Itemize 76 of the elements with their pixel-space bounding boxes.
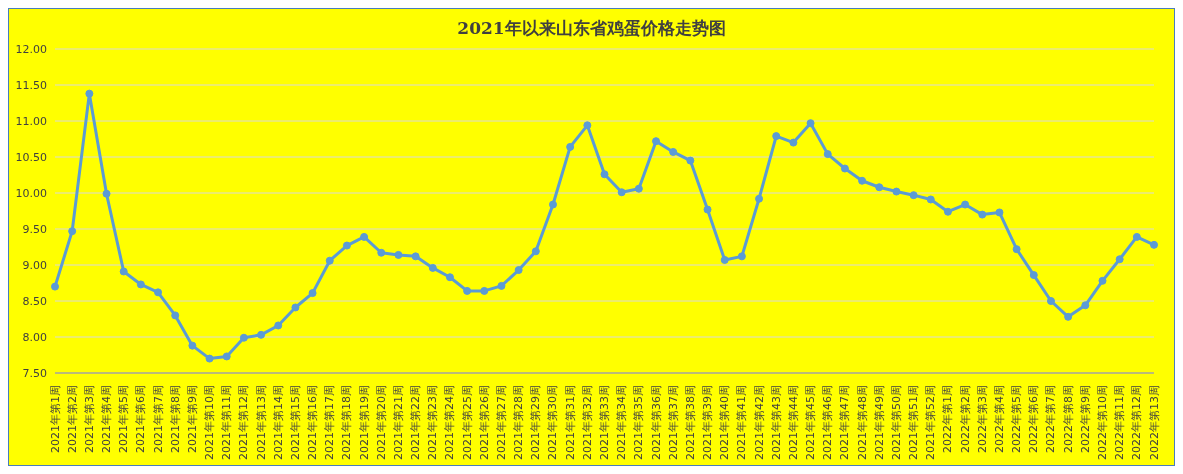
x-tick-label: 2021年第18周: [340, 385, 354, 460]
x-tick-label: 2021年第16周: [306, 385, 320, 460]
x-tick-label: 2022年第2周: [958, 385, 972, 453]
y-tick-label: 10.00: [15, 186, 47, 200]
y-tick-label: 7.50: [22, 366, 47, 380]
x-tick-label: 2022年第11周: [1113, 385, 1127, 460]
x-tick-label: 2021年第6周: [134, 385, 148, 453]
y-tick-label: 11.50: [15, 78, 47, 92]
x-tick-label: 2021年第36周: [649, 385, 663, 460]
x-tick-label: 2021年第50周: [889, 385, 903, 460]
x-tick-label: 2021年第47周: [838, 385, 852, 460]
x-tick-label: 2021年第33周: [598, 385, 611, 460]
x-tick-label: 2022年第7周: [1044, 385, 1058, 453]
x-tick-label: 2021年第22周: [409, 385, 423, 460]
x-tick-label: 2022年第5周: [1010, 385, 1024, 453]
x-tick-label: 2021年第5周: [117, 385, 131, 453]
x-tick-label: 2021年第26周: [477, 385, 491, 460]
x-tick-label: 2021年第37周: [666, 385, 680, 460]
x-tick-label: 2021年第51周: [907, 385, 921, 460]
x-tick-label: 2021年第52周: [924, 385, 938, 460]
x-tick-label: 2021年第48周: [855, 385, 869, 460]
x-tick-label: 2021年第41周: [735, 385, 749, 460]
x-tick-label: 2022年第1周: [941, 385, 955, 453]
x-tick-label: 2021年第24周: [443, 385, 457, 460]
x-tick-label: 2022年第6周: [1027, 385, 1041, 453]
x-tick-label: 2021年第2周: [65, 385, 79, 453]
x-tick-label: 2021年第30周: [546, 385, 560, 460]
x-tick-label: 2021年第44周: [786, 385, 800, 460]
y-tick-label: 9.50: [22, 222, 47, 236]
x-tick-label: 2021年第13周: [254, 385, 268, 460]
x-tick-label: 2022年第9周: [1078, 385, 1092, 453]
x-tick-label: 2021年第21周: [391, 385, 405, 460]
x-tick-label: 2021年第38周: [683, 385, 697, 460]
x-tick-label: 2021年第27周: [494, 385, 508, 460]
x-tick-label: 2021年第25周: [460, 385, 474, 460]
chart-title: 2021年以来山东省鸡蛋价格走势图: [456, 17, 727, 40]
y-tick-label: 12.00: [15, 42, 47, 56]
x-tick-label: 2021年第29周: [529, 385, 543, 460]
x-tick-label: 2021年第23周: [426, 385, 440, 460]
x-tick-label: 2021年第43周: [769, 385, 783, 460]
x-tick-label: 2021年第45周: [804, 385, 818, 460]
x-tick-label: 2021年第49周: [872, 385, 886, 460]
y-tick-label: 10.50: [15, 150, 47, 164]
x-tick-label: 2021年第17周: [323, 385, 337, 460]
x-tick-label: 2022年第4周: [992, 385, 1006, 453]
x-tick-label: 2021年第7周: [151, 385, 165, 453]
x-tick-label: 2021年第19周: [357, 385, 371, 460]
x-tick-label: 2021年第39周: [701, 385, 715, 460]
x-tick-label: 2021年第20周: [374, 385, 388, 460]
x-tick-label: 2021年第1周: [48, 385, 62, 453]
x-tick-label: 2022年第8周: [1061, 385, 1075, 453]
x-tick-label: 2021年第28周: [512, 385, 526, 460]
x-tick-label: 2021年第40周: [718, 385, 732, 460]
x-tick-label: 2021年第15周: [288, 385, 302, 460]
y-tick-label: 8.50: [22, 294, 47, 308]
x-tick-label: 2021年第4周: [100, 385, 114, 453]
x-tick-label: 2022年第12周: [1130, 385, 1144, 460]
x-tick-label: 2021年第12周: [237, 385, 251, 460]
x-tick-label: 2021年第46周: [821, 385, 835, 460]
x-tick-label: 2021年第14周: [271, 385, 285, 460]
x-tick-label: 2021年第35周: [632, 385, 646, 460]
x-tick-label: 2021年第3周: [82, 385, 96, 453]
x-tick-label: 2021年第9周: [185, 385, 199, 453]
x-tick-label: 2021年第31周: [563, 385, 577, 460]
x-tick-label: 2022年第10周: [1095, 385, 1109, 460]
x-tick-label: 2021年第10周: [203, 385, 217, 460]
y-tick-label: 8.00: [22, 330, 47, 344]
x-tick-label: 2022年第13周: [1147, 385, 1161, 460]
x-tick-label: 2021年第8周: [168, 385, 182, 453]
x-tick-label: 2021年第11周: [220, 385, 234, 460]
y-tick-label: 9.00: [22, 258, 47, 272]
x-tick-label: 2021年第32周: [580, 385, 594, 460]
x-tick-label: 2021年第34周: [615, 385, 629, 460]
x-tick-label: 2022年第3周: [975, 385, 989, 453]
x-tick-label: 2021年第42周: [752, 385, 766, 460]
y-tick-label: 11.00: [15, 114, 47, 128]
